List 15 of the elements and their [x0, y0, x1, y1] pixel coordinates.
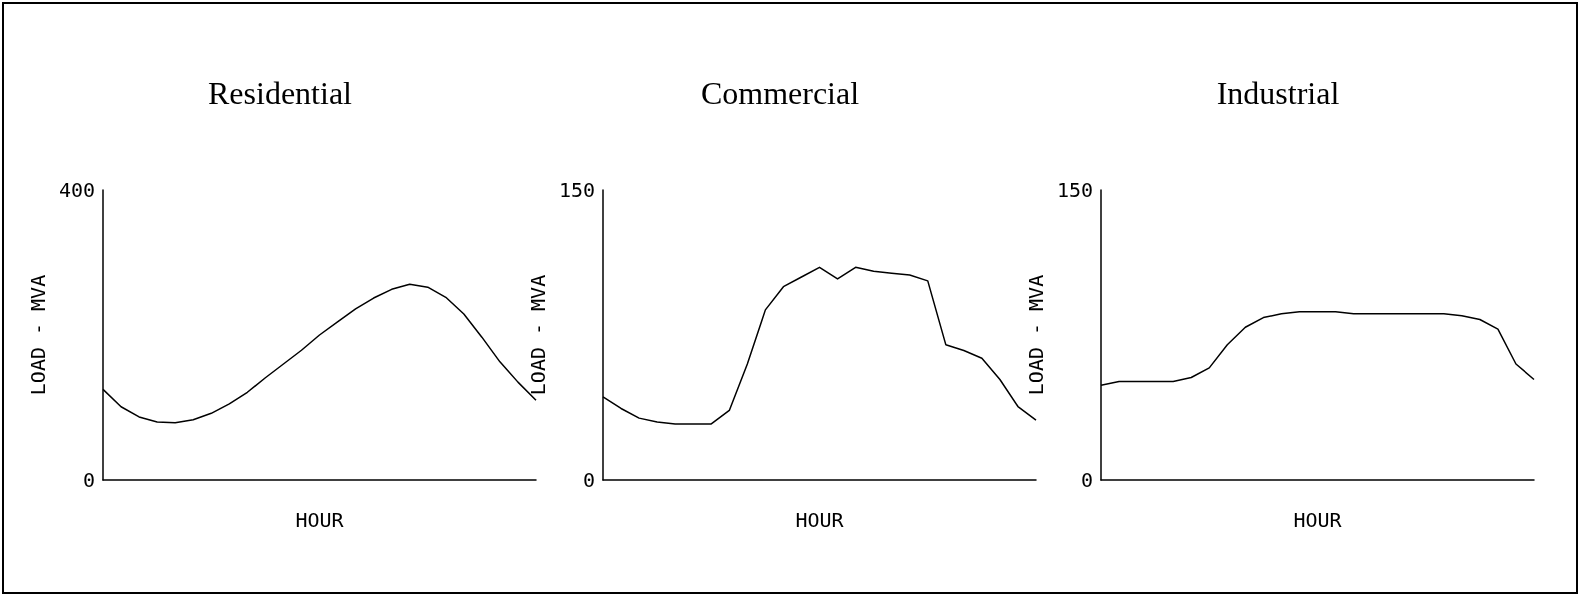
x-axis-title: HOUR	[295, 508, 345, 532]
y-axis-title: LOAD - MVA	[26, 274, 50, 396]
y-axis-title: LOAD - MVA	[1024, 274, 1048, 396]
y-tick-label: 150	[1056, 178, 1094, 202]
x-axis-title: HOUR	[795, 508, 845, 532]
y-tick-label: 0	[1080, 468, 1094, 492]
chart-title: Commercial	[700, 75, 860, 111]
y-tick-label: 150	[558, 178, 596, 202]
y-tick-label: 0	[82, 468, 96, 492]
y-tick-label: 0	[582, 468, 596, 492]
chart-title: Residential	[208, 75, 353, 111]
y-tick-label: 400	[58, 178, 96, 202]
y-axis-title: LOAD - MVA	[526, 274, 550, 396]
chart-title: Industrial	[1216, 75, 1340, 111]
x-axis-title: HOUR	[1293, 508, 1343, 532]
